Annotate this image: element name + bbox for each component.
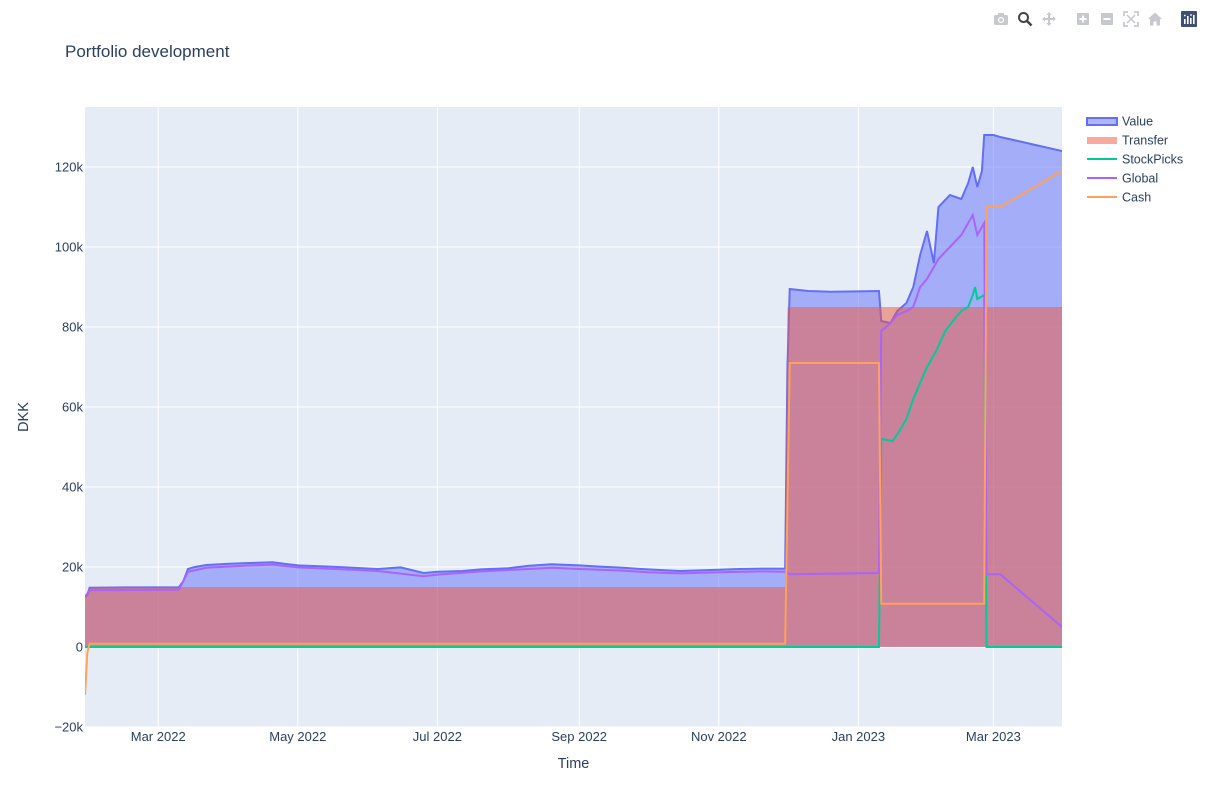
home-icon (1147, 11, 1163, 27)
legend-item-stockpicks[interactable]: StockPicks (1087, 153, 1183, 167)
zoom-in-icon (1075, 11, 1091, 27)
plotly-logo-icon (1181, 11, 1197, 27)
autoscale-button[interactable] (1121, 9, 1141, 29)
camera-icon (993, 11, 1009, 27)
x-tick-label: May 2022 (269, 729, 326, 744)
ticks: Mar 2022 May 2022 Jul 2022 Sep 2022 Nov 2022… (54, 160, 1020, 745)
legend-swatch (1086, 117, 1118, 126)
y-tick-label: 80k (62, 320, 83, 335)
zoom-in-button[interactable] (1073, 9, 1093, 29)
legend-label: Value (1122, 115, 1153, 129)
line-cash (85, 170, 1062, 696)
y-tick-label: 120k (55, 160, 84, 175)
camera-button[interactable] (991, 9, 1011, 29)
line-global (85, 212, 1062, 628)
legend-item-cash[interactable]: Cash (1087, 191, 1151, 205)
legend[interactable]: Value Transfer StockPicks Global Cash (1086, 115, 1183, 205)
x-tick-label: Jul 2022 (413, 729, 462, 744)
legend-swatch (1087, 137, 1117, 144)
x-tick-label: Mar 2023 (966, 729, 1021, 744)
x-tick-label: Nov 2022 (691, 729, 747, 744)
y-tick-label: 60k (62, 400, 83, 415)
y-tick-label: 20k (62, 560, 83, 575)
chart-title: Portfolio development (65, 42, 230, 61)
x-tick-label: Jan 2023 (832, 729, 886, 744)
y-axis-title: DKK (16, 402, 32, 432)
area-transfer (85, 307, 1062, 647)
y-tick-label: 100k (55, 240, 84, 255)
legend-label: Transfer (1122, 134, 1168, 148)
x-tick-label: Sep 2022 (551, 729, 607, 744)
plotly-logo-button[interactable] (1179, 9, 1199, 29)
legend-item-transfer[interactable]: Transfer (1087, 134, 1168, 148)
line-value (85, 134, 1062, 598)
series-group (85, 134, 1062, 696)
series-layer (85, 134, 1062, 696)
legend-item-value[interactable]: Value (1086, 115, 1153, 129)
x-tick-label: Mar 2022 (131, 729, 186, 744)
autoscale-icon (1123, 11, 1139, 27)
x-axis-title: Time (558, 756, 590, 772)
pan-button[interactable] (1039, 9, 1059, 29)
line-stockpicks (85, 286, 1062, 648)
legend-item-global[interactable]: Global (1087, 172, 1158, 186)
home-button[interactable] (1145, 9, 1165, 29)
zoom-out-icon (1099, 11, 1115, 27)
zoom-icon (1017, 11, 1033, 27)
zoom-button[interactable] (1015, 9, 1035, 29)
zoom-out-button[interactable] (1097, 9, 1117, 29)
modebar (987, 9, 1199, 29)
legend-label: StockPicks (1122, 153, 1183, 167)
y-tick-label: 0 (76, 640, 83, 655)
pan-icon (1041, 11, 1057, 27)
legend-label: Cash (1122, 191, 1151, 205)
y-tick-label: 40k (62, 480, 83, 495)
legend-label: Global (1122, 172, 1158, 186)
y-tick-label: −20k (54, 720, 83, 735)
